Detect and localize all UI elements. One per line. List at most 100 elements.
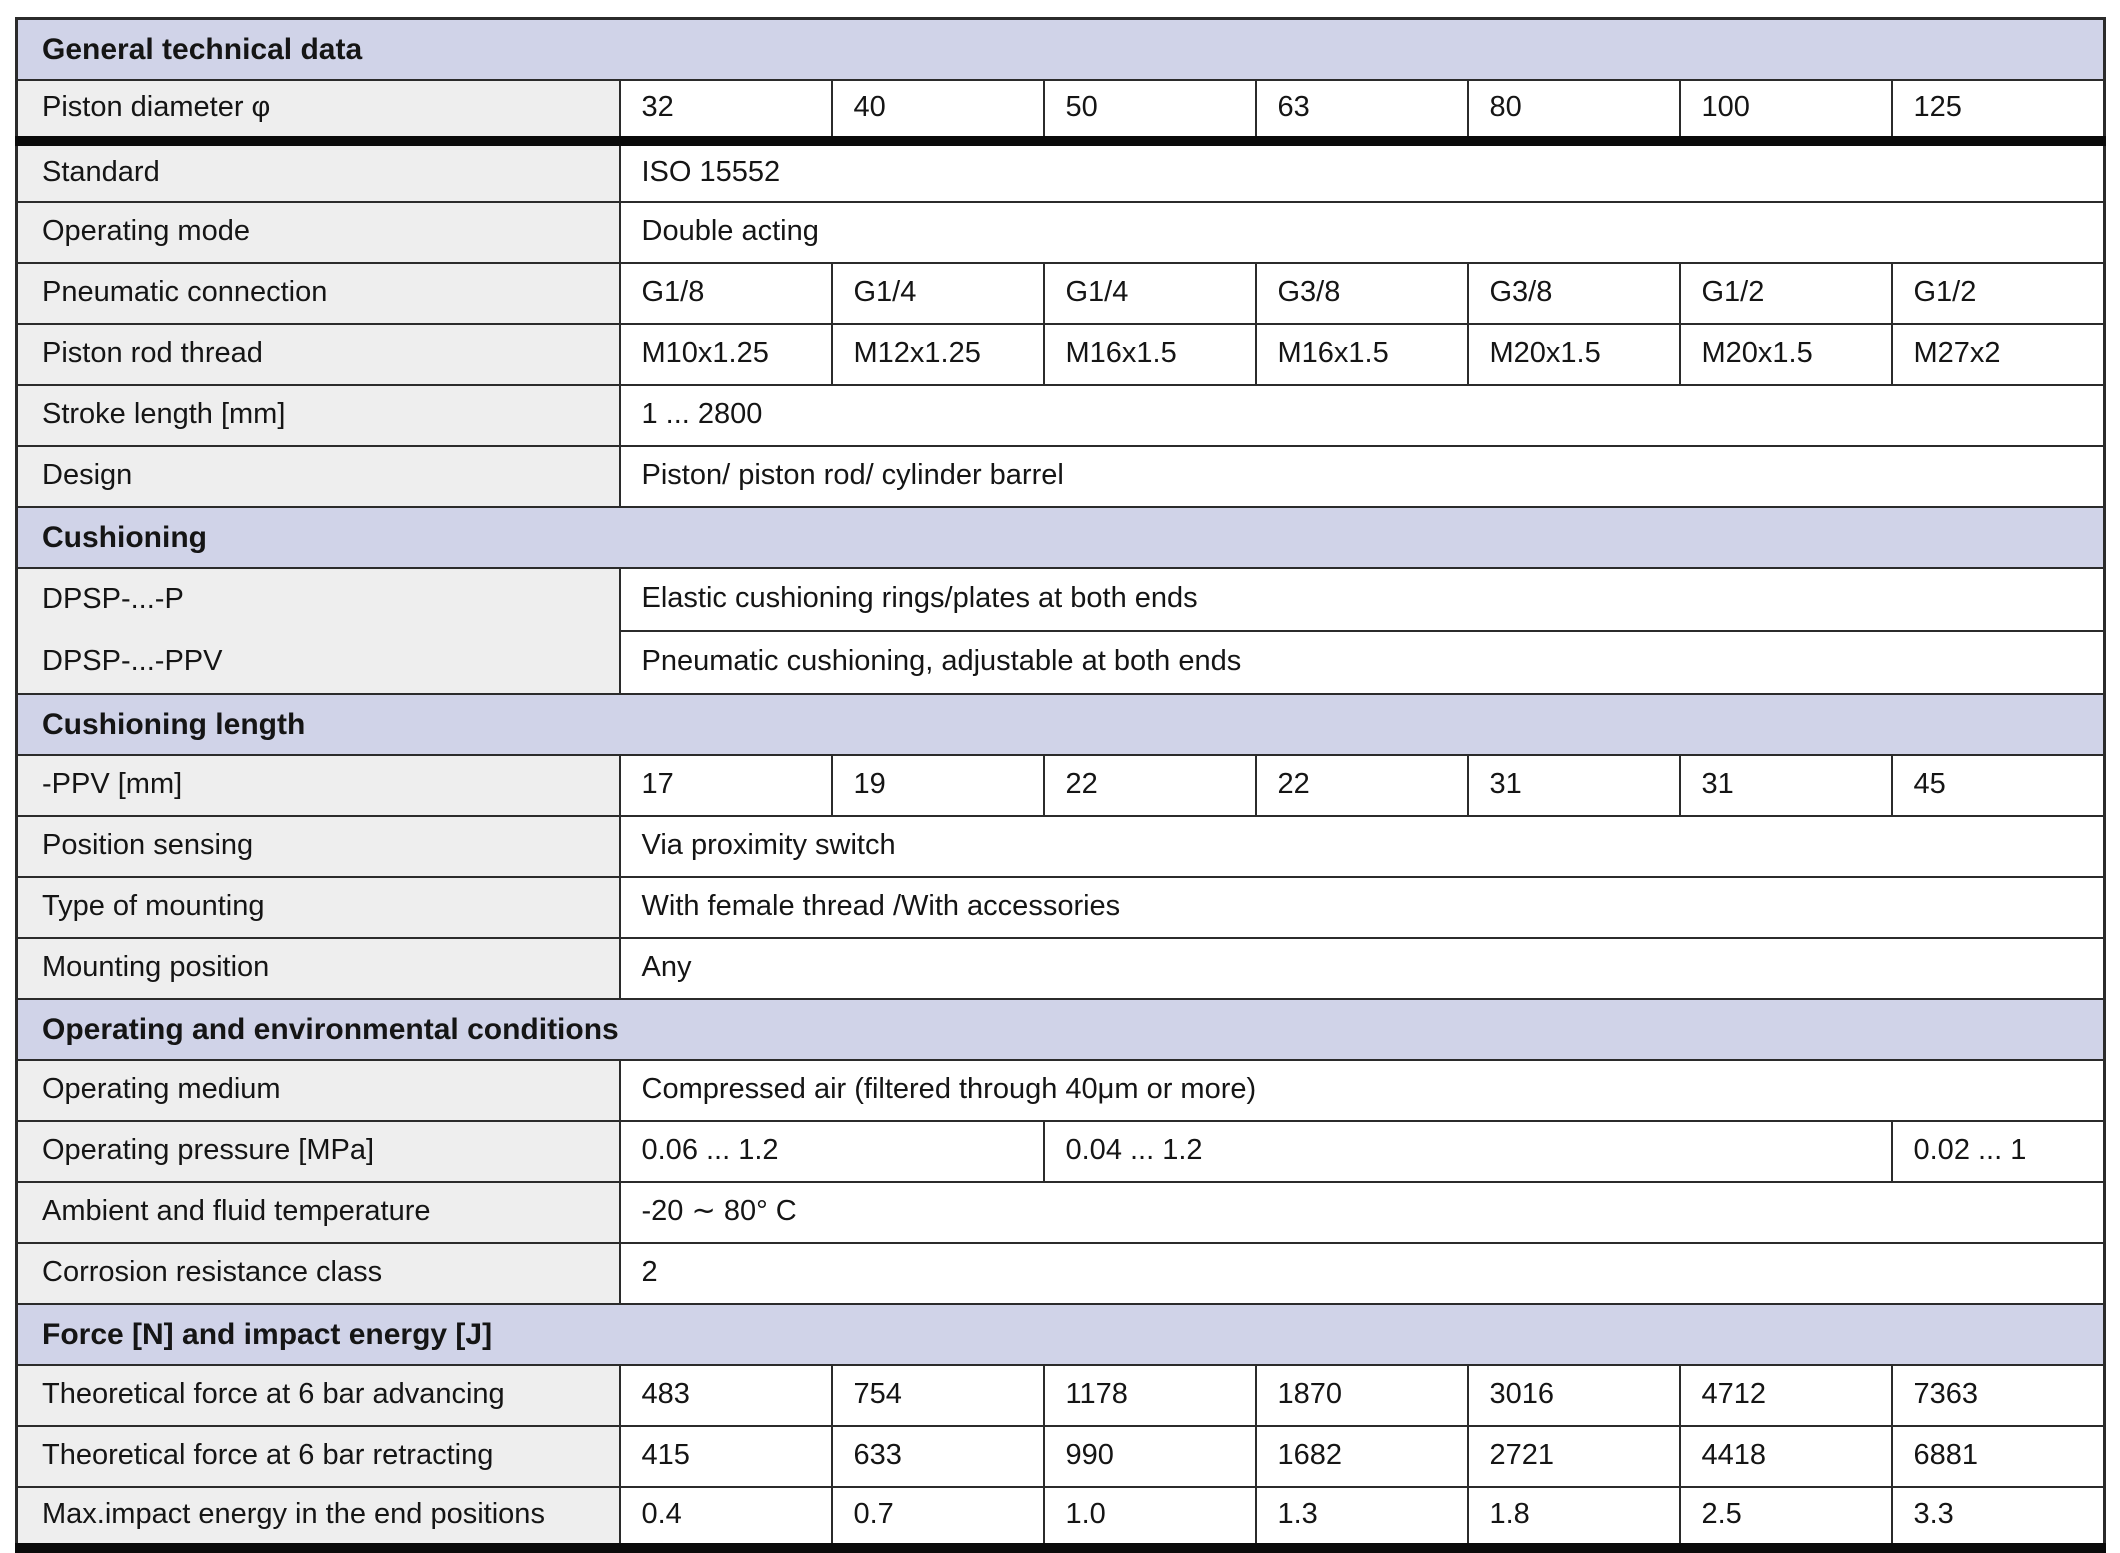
force-retracting-value: 415 (618, 1424, 833, 1488)
piston-rod-thread-value: M20x1.5 (1466, 322, 1681, 386)
pneumatic-connection-value: G1/2 (1890, 261, 2106, 325)
force-advancing-value: 1178 (1042, 1363, 1257, 1427)
operating-pressure-value: 0.02 ... 1 (1890, 1119, 2106, 1183)
force-advancing-value: 7363 (1890, 1363, 2106, 1427)
row-force-advancing: Theoretical force at 6 bar advancing 483… (15, 1363, 2106, 1427)
piston-diameter-label: Piston diameter φ (15, 78, 621, 146)
piston-diameter-value: 100 (1678, 78, 1893, 146)
operating-pressure-value: 0.06 ... 1.2 (618, 1119, 1045, 1183)
row-pneumatic-connection: Pneumatic connection G1/8 G1/4 G1/4 G3/8… (15, 261, 2106, 325)
ppv-length-value: 22 (1254, 753, 1469, 817)
row-operating-mode: Operating mode Double acting (15, 200, 2106, 264)
design-value: Piston/ piston rod/ cylinder barrel (618, 444, 2106, 508)
cushioning-ppv-label: DPSP-...-PPV (42, 644, 223, 677)
pneumatic-connection-value: G3/8 (1254, 261, 1469, 325)
impact-energy-value: 3.3 (1890, 1485, 2106, 1553)
piston-diameter-value: 125 (1890, 78, 2106, 146)
row-piston-rod-thread: Piston rod thread M10x1.25 M12x1.25 M16x… (15, 322, 2106, 386)
force-advancing-value: 754 (830, 1363, 1045, 1427)
ppv-length-label: -PPV [mm] (15, 753, 621, 817)
piston-diameter-value: 32 (618, 78, 833, 146)
force-retracting-value: 990 (1042, 1424, 1257, 1488)
impact-energy-value: 0.4 (618, 1485, 833, 1553)
piston-diameter-value: 40 (830, 78, 1045, 146)
mounting-position-label: Mounting position (15, 936, 621, 1000)
section-row-operating: Operating and environmental conditions (15, 997, 2106, 1061)
row-standard: Standard ISO 15552 (15, 139, 2106, 203)
cushioning-p-value: Elastic cushioning rings/plates at both … (618, 566, 2106, 632)
temperature-label: Ambient and fluid temperature (15, 1180, 621, 1244)
design-label: Design (15, 444, 621, 508)
piston-diameter-value: 50 (1042, 78, 1257, 146)
force-retracting-value: 1682 (1254, 1424, 1469, 1488)
ppv-length-value: 45 (1890, 753, 2106, 817)
impact-energy-value: 1.8 (1466, 1485, 1681, 1553)
section-header-force: Force [N] and impact energy [J] (15, 1302, 2106, 1366)
row-mounting-position: Mounting position Any (15, 936, 2106, 1000)
row-force-retracting: Theoretical force at 6 bar retracting 41… (15, 1424, 2106, 1488)
ppv-length-value: 17 (618, 753, 833, 817)
standard-label: Standard (15, 139, 621, 203)
pneumatic-connection-value: G1/2 (1678, 261, 1893, 325)
row-type-of-mounting: Type of mounting With female thread /Wit… (15, 875, 2106, 939)
row-temperature: Ambient and fluid temperature -20 ∼ 80° … (15, 1180, 2106, 1244)
force-advancing-value: 1870 (1254, 1363, 1469, 1427)
piston-rod-thread-value: M10x1.25 (618, 322, 833, 386)
position-sensing-label: Position sensing (15, 814, 621, 878)
row-cushioning-ppv: Pneumatic cushioning, adjustable at both… (17, 629, 2106, 695)
operating-pressure-label: Operating pressure [MPa] (15, 1119, 621, 1183)
piston-diameter-value: 63 (1254, 78, 1469, 146)
piston-rod-thread-value: M16x1.5 (1042, 322, 1257, 386)
piston-rod-thread-value: M27x2 (1890, 322, 2106, 386)
section-header-general: General technical data (15, 17, 2106, 81)
force-retracting-value: 633 (830, 1424, 1045, 1488)
row-stroke-length: Stroke length [mm] 1 ... 2800 (15, 383, 2106, 447)
section-row-cushioning: Cushioning (15, 505, 2106, 569)
cushioning-p-label: DPSP-...-P (42, 582, 184, 615)
force-advancing-value: 483 (618, 1363, 833, 1427)
pneumatic-connection-value: G1/4 (830, 261, 1045, 325)
force-retracting-value: 6881 (1890, 1424, 2106, 1488)
row-piston-diameter: Piston diameter φ 32 40 50 63 80 100 125 (15, 78, 2106, 146)
impact-energy-value: 1.0 (1042, 1485, 1257, 1553)
operating-medium-label: Operating medium (15, 1058, 621, 1122)
row-position-sensing: Position sensing Via proximity switch (15, 814, 2106, 878)
position-sensing-value: Via proximity switch (618, 814, 2106, 878)
operating-mode-label: Operating mode (15, 200, 621, 264)
impact-energy-value: 1.3 (1254, 1485, 1469, 1553)
row-operating-medium: Operating medium Compressed air (filtere… (15, 1058, 2106, 1122)
piston-rod-thread-value: M20x1.5 (1678, 322, 1893, 386)
piston-rod-thread-label: Piston rod thread (15, 322, 621, 386)
mounting-position-value: Any (618, 936, 2106, 1000)
type-of-mounting-value: With female thread /With accessories (618, 875, 2106, 939)
operating-pressure-value: 0.04 ... 1.2 (1042, 1119, 1893, 1183)
temperature-value: -20 ∼ 80° C (618, 1180, 2106, 1244)
pneumatic-connection-value: G1/8 (618, 261, 833, 325)
pneumatic-connection-value: G3/8 (1466, 261, 1681, 325)
section-header-cushioning-length: Cushioning length (15, 692, 2106, 756)
impact-energy-value: 2.5 (1678, 1485, 1893, 1553)
force-retracting-label: Theoretical force at 6 bar retracting (15, 1424, 621, 1488)
pneumatic-connection-label: Pneumatic connection (15, 261, 621, 325)
row-ppv-length: -PPV [mm] 17 19 22 22 31 31 45 (15, 753, 2106, 817)
spec-table: General technical data Piston diameter φ… (15, 17, 2107, 1553)
cushioning-variants-label: DPSP-...-P DPSP-...-PPV (15, 566, 621, 695)
section-header-cushioning: Cushioning (15, 505, 2106, 569)
force-advancing-label: Theoretical force at 6 bar advancing (15, 1363, 621, 1427)
section-header-operating: Operating and environmental conditions (15, 997, 2106, 1061)
force-advancing-value: 3016 (1466, 1363, 1681, 1427)
row-corrosion: Corrosion resistance class 2 (15, 1241, 2106, 1305)
ppv-length-value: 22 (1042, 753, 1257, 817)
piston-rod-thread-value: M16x1.5 (1254, 322, 1469, 386)
operating-mode-value: Double acting (618, 200, 2106, 264)
ppv-length-value: 31 (1466, 753, 1681, 817)
operating-medium-value: Compressed air (filtered through 40μm or… (618, 1058, 2106, 1122)
force-retracting-value: 4418 (1678, 1424, 1893, 1488)
stroke-length-label: Stroke length [mm] (15, 383, 621, 447)
type-of-mounting-label: Type of mounting (15, 875, 621, 939)
cushioning-ppv-value: Pneumatic cushioning, adjustable at both… (618, 629, 2106, 695)
stroke-length-value: 1 ... 2800 (618, 383, 2106, 447)
piston-diameter-value: 80 (1466, 78, 1681, 146)
force-advancing-value: 4712 (1678, 1363, 1893, 1427)
pneumatic-connection-value: G1/4 (1042, 261, 1257, 325)
